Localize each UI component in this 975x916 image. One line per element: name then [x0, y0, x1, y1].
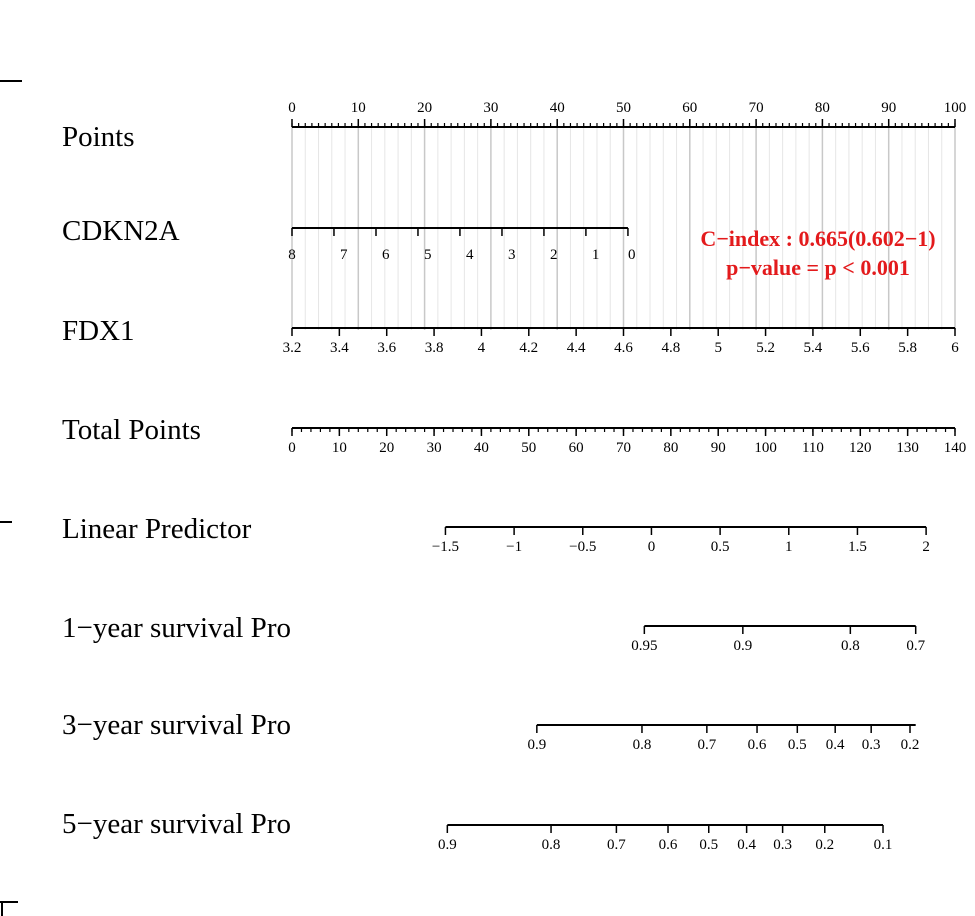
tick-label: 110 [802, 440, 824, 456]
tick-label: −1.5 [432, 539, 459, 555]
tick-label: 130 [896, 440, 919, 456]
tick-label: 50 [616, 100, 631, 116]
tick-label: 100 [754, 440, 777, 456]
tick-label: 30 [483, 100, 498, 116]
tick-label: 70 [749, 100, 764, 116]
tick-label: 0.4 [826, 737, 845, 753]
row-label: Points [62, 121, 135, 153]
tick-label: 50 [521, 440, 536, 456]
tick-label: 10 [332, 440, 347, 456]
row-label: 5−year survival Pro [62, 808, 291, 840]
tick-label: 5.4 [804, 340, 823, 356]
tick-label: 6 [951, 340, 959, 356]
tick-label: 0.7 [607, 837, 626, 853]
tick-label: 0.6 [659, 837, 678, 853]
tick-label: 80 [815, 100, 830, 116]
p-value-annotation: p−value = p < 0.001 [726, 255, 910, 280]
tick-label: 1.5 [848, 539, 867, 555]
tick-label: 3.4 [330, 340, 349, 356]
tick-label: 100 [944, 100, 967, 116]
tick-label: −1 [506, 539, 522, 555]
left-edge-fragments [0, 80, 22, 916]
tick-label: 5 [714, 340, 722, 356]
tick-label: 1 [592, 247, 600, 263]
tick-label: 10 [351, 100, 366, 116]
tick-label: 90 [711, 440, 726, 456]
c-index-annotation: C−index : 0.665(0.602−1) [700, 226, 935, 251]
tick-label: 4 [466, 247, 474, 263]
tick-label: 0.5 [788, 737, 807, 753]
tick-label: 4 [478, 340, 486, 356]
tick-label: 0.3 [862, 737, 881, 753]
tick-label: 0 [288, 100, 296, 116]
tick-label: 4.6 [614, 340, 633, 356]
tick-label: 0.5 [699, 837, 718, 853]
tick-label: 70 [616, 440, 631, 456]
tick-label: 0.2 [901, 737, 920, 753]
tick-label: 0.6 [748, 737, 767, 753]
tick-label: 4.4 [567, 340, 586, 356]
tick-label: 5 [424, 247, 432, 263]
tick-label: 5.2 [756, 340, 775, 356]
tick-label: 0.8 [633, 737, 652, 753]
tick-label: 3.2 [283, 340, 302, 356]
tick-label: 20 [379, 440, 394, 456]
tick-label: 0.3 [773, 837, 792, 853]
row-label: Total Points [62, 414, 201, 446]
tick-label: −0.5 [569, 539, 596, 555]
tick-label: 2 [550, 247, 558, 263]
tick-label: 0.7 [697, 737, 716, 753]
tick-label: 6 [382, 247, 390, 263]
tick-label: 5.6 [851, 340, 870, 356]
row-label: 1−year survival Pro [62, 612, 291, 644]
model-stats-annotation: C−index : 0.665(0.602−1) p−value = p < 0… [700, 226, 935, 280]
tick-label: 40 [474, 440, 489, 456]
tick-label: 2 [922, 539, 930, 555]
tick-label: 4.8 [661, 340, 680, 356]
tick-label: 0.4 [737, 837, 756, 853]
tick-label: 0 [648, 539, 656, 555]
tick-label: 8 [288, 247, 296, 263]
tick-label: 60 [682, 100, 697, 116]
tick-label: 60 [569, 440, 584, 456]
row-label: 3−year survival Pro [62, 709, 291, 741]
tick-label: 40 [550, 100, 565, 116]
row-label: CDKN2A [62, 215, 180, 247]
tick-label: 80 [663, 440, 678, 456]
tick-label: 5.8 [898, 340, 917, 356]
tick-label: 1 [785, 539, 793, 555]
row-labels: Points CDKN2A FDX1 Total Points Linear Predi… [62, 121, 291, 840]
tick-label: 0.8 [841, 638, 860, 654]
tick-label: 0.9 [527, 737, 546, 753]
tick-label: 0.9 [733, 638, 752, 654]
tick-label: 140 [944, 440, 967, 456]
tick-label: 3 [508, 247, 516, 263]
tick-label: 0.95 [631, 638, 657, 654]
tick-label: 120 [849, 440, 872, 456]
row-label: Linear Predictor [62, 513, 252, 545]
tick-label: 3.6 [377, 340, 396, 356]
tick-label: 4.2 [519, 340, 538, 356]
tick-label: 0.7 [906, 638, 925, 654]
tick-label: 0.1 [874, 837, 893, 853]
tick-label: 20 [417, 100, 432, 116]
tick-label: 0.8 [542, 837, 561, 853]
tick-label: 90 [881, 100, 896, 116]
tick-label: 7 [340, 247, 348, 263]
tick-label: 0.5 [711, 539, 730, 555]
tick-label: 0 [288, 440, 296, 456]
tick-label: 0 [628, 247, 636, 263]
tick-label: 3.8 [425, 340, 444, 356]
row-label: FDX1 [62, 315, 135, 347]
tick-label: 0.2 [815, 837, 834, 853]
tick-label: 0.9 [438, 837, 457, 853]
tick-label: 30 [427, 440, 442, 456]
